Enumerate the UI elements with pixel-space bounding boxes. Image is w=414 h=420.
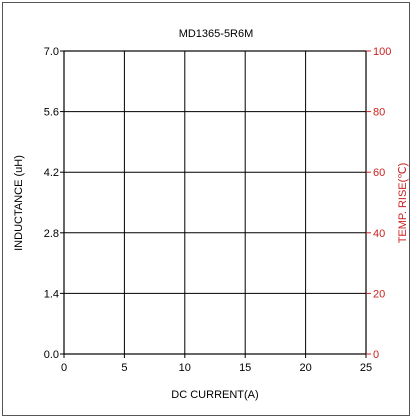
x-tick-label: 0 bbox=[61, 362, 67, 374]
y-axis-ticks: 0.0 1.4 2.8 4.2 5.6 7.0 bbox=[44, 46, 64, 361]
y-axis-label: INDUCTANCE (uH) bbox=[13, 155, 25, 251]
y-tick-label: 7.0 bbox=[44, 46, 59, 58]
y2-axis-ticks: 0 20 40 60 80 100 bbox=[366, 46, 391, 361]
y2-tick-label: 40 bbox=[373, 228, 385, 240]
y-tick-label: 2.8 bbox=[44, 228, 59, 240]
y2-tick-label: 20 bbox=[373, 288, 385, 300]
y-tick-label: 0.0 bbox=[44, 349, 59, 361]
y-tick-label: 5.6 bbox=[44, 107, 59, 119]
y2-axis-label: TEMP. RISE(℃) bbox=[397, 163, 409, 244]
y2-tick-label: 80 bbox=[373, 107, 385, 119]
plot-area-border bbox=[63, 50, 367, 355]
y-tick-label: 1.4 bbox=[44, 288, 59, 300]
chart-title: MD1365-5R6M bbox=[179, 28, 254, 40]
y2-tick-label: 0 bbox=[373, 349, 379, 361]
y2-tick-label: 100 bbox=[373, 46, 391, 58]
y-tick-label: 4.2 bbox=[44, 167, 59, 179]
grid-lines bbox=[64, 51, 366, 354]
x-tick-label: 10 bbox=[179, 362, 191, 374]
x-tick-label: 25 bbox=[360, 362, 372, 374]
x-tick-label: 5 bbox=[121, 362, 127, 374]
x-tick-label: 20 bbox=[299, 362, 311, 374]
x-axis-label: DC CURRENT(A) bbox=[171, 389, 258, 401]
x-tick-label: 15 bbox=[239, 362, 251, 374]
chart-frame bbox=[2, 2, 410, 416]
y2-tick-label: 60 bbox=[373, 167, 385, 179]
x-axis-ticks: 0 5 10 15 20 25 bbox=[61, 354, 372, 374]
